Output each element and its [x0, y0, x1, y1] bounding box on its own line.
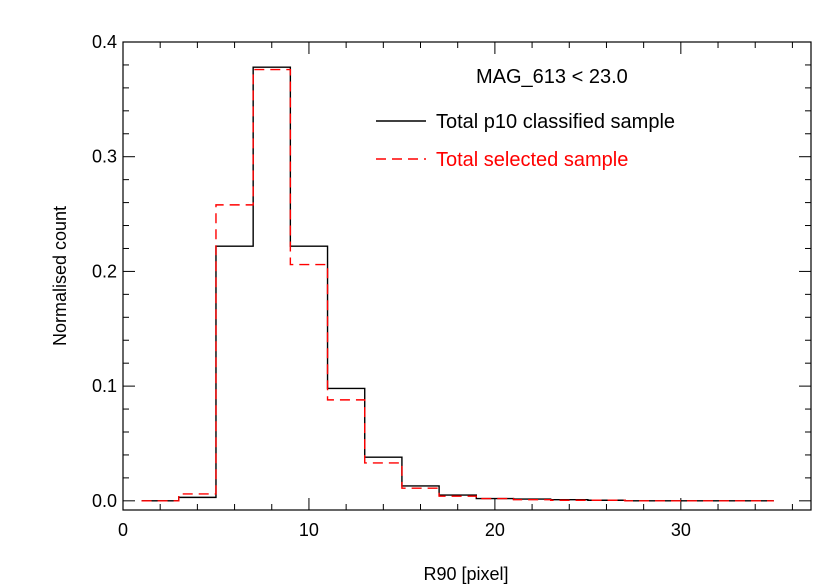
- x-tick-label-20: 20: [485, 520, 505, 540]
- series-layer: [141, 66, 774, 502]
- series-total-selected: [141, 68, 774, 502]
- y-tick-label-3: 0.3: [92, 147, 117, 167]
- minor-ticks: [123, 42, 811, 510]
- x-tick-label-30: 30: [671, 520, 691, 540]
- legend-label-total-p10: Total p10 classified sample: [436, 111, 675, 133]
- x-tick-label-10: 10: [299, 520, 319, 540]
- tick-labels: 0 10 20 30 0.0 0.1 0.2 0.3 0.4: [92, 32, 691, 540]
- x-axis-label: R90 [pixel]: [423, 564, 508, 584]
- x-tick-label-0: 0: [118, 520, 128, 540]
- y-axis-label: Normalised count: [50, 206, 70, 346]
- y-tick-label-2: 0.2: [92, 261, 117, 281]
- y-tick-label-1: 0.1: [92, 376, 117, 396]
- legend-label-total-selected: Total selected sample: [436, 149, 628, 171]
- legend-title: MAG_613 < 23.0: [476, 66, 628, 88]
- legend: MAG_613 < 23.0 Total p10 classified samp…: [376, 66, 675, 171]
- plot-frame: [122, 41, 812, 511]
- y-tick-label-0: 0.0: [92, 491, 117, 511]
- y-tick-label-4: 0.4: [92, 32, 117, 52]
